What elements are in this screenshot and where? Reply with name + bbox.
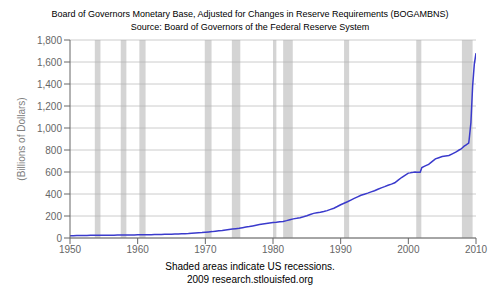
svg-text:1,600: 1,600 (37, 57, 62, 68)
svg-text:800: 800 (45, 145, 62, 156)
html-text:Source: Board of Governors of: Source: Board of Governors of the Federa… (130, 22, 370, 32)
svg-text:1970: 1970 (194, 244, 217, 255)
svg-text:2010: 2010 (465, 244, 488, 255)
svg-text:400: 400 (45, 189, 62, 200)
svg-text:1960: 1960 (127, 244, 150, 255)
svg-text:2000: 2000 (397, 244, 420, 255)
svg-text:1,200: 1,200 (37, 101, 62, 112)
svg-text:0: 0 (56, 233, 62, 244)
html-text:Shaded areas indicate US reces: Shaded areas indicate US recessions. (165, 261, 335, 272)
svg-text:1,400: 1,400 (37, 79, 62, 90)
svg-text:1980: 1980 (262, 244, 285, 255)
html-text:Board of Governors Monetary Ba: Board of Governors Monetary Base, Adjust… (51, 9, 449, 19)
svg-text:1950: 1950 (59, 244, 82, 255)
svg-text:200: 200 (45, 211, 62, 222)
svg-text:600: 600 (45, 167, 62, 178)
svg-text:1,800: 1,800 (37, 35, 62, 46)
html-text:2009 research.stlouisfed.org: 2009 research.stlouisfed.org (186, 274, 314, 285)
svg-text:1990: 1990 (330, 244, 353, 255)
svg-text:(Billions of Dollars): (Billions of Dollars) (16, 97, 27, 180)
svg-text:1,000: 1,000 (37, 123, 62, 134)
